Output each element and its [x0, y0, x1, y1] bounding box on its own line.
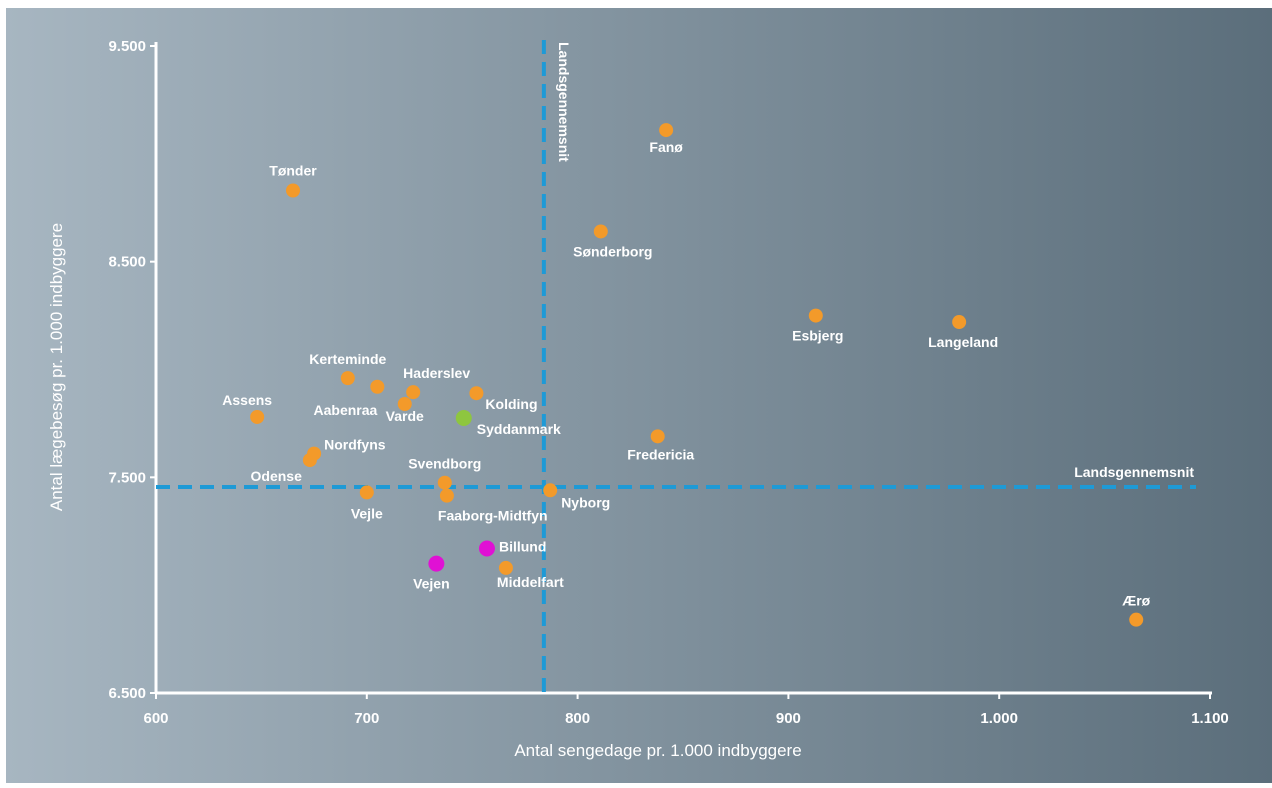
point-odense — [302, 453, 317, 468]
chart-background — [6, 8, 1272, 783]
point-label-fanø: Fanø — [649, 139, 683, 155]
point-label-billund: Billund — [499, 539, 546, 555]
point-label-vejle: Vejle — [351, 505, 383, 521]
x-tick-label: 600 — [143, 710, 168, 727]
y-tick-label: 8.500 — [108, 254, 146, 271]
point-label-esbjerg: Esbjerg — [792, 328, 843, 344]
point-kerteminde — [340, 371, 355, 386]
point-assens — [250, 409, 265, 424]
chart-panel: 600 700 800 900 1.000 1.100 6.500 7.500 8.500 9.5… — [6, 8, 1272, 783]
point-label-nyborg: Nyborg — [561, 494, 610, 510]
point-vejen — [428, 555, 445, 572]
point-label-middelfart: Middelfart — [497, 574, 564, 590]
point-kolding — [469, 386, 484, 401]
point-nyborg — [543, 483, 558, 498]
point-label-fredericia: Fredericia — [627, 446, 694, 462]
point-middelfart — [498, 560, 513, 575]
vertical-average-label: Landsgennemsnit — [556, 42, 572, 162]
axes: 600 700 800 900 1.000 1.100 6.500 7.500 8.500 9.5… — [108, 38, 1228, 727]
x-tick-label: 1.000 — [980, 710, 1018, 727]
point-aabenraa — [370, 379, 385, 394]
scatter-chart: 600 700 800 900 1.000 1.100 6.500 7.500 8.500 9.5… — [6, 8, 1272, 783]
point-label-tønder: Tønder — [269, 162, 317, 178]
point-label-sønderborg: Sønderborg — [573, 243, 652, 259]
point-haderslev — [406, 385, 421, 400]
point-faaborg-midtfyn — [439, 488, 454, 503]
point-labels: Tønder Fanø Sønderborg Esbjerg Langeland Kert… — [222, 139, 1150, 609]
point-label-odense: Odense — [251, 468, 303, 484]
point-label-langeland: Langeland — [928, 334, 998, 350]
x-tick-label: 900 — [776, 710, 801, 727]
point-fredericia — [650, 429, 665, 444]
point-varde — [397, 397, 412, 412]
point-sønderborg — [593, 224, 608, 239]
point-label-faaborg-midtfyn: Faaborg-Midtfyn — [438, 508, 548, 524]
point-tønder — [286, 183, 301, 198]
point-fanø — [659, 123, 674, 138]
y-tick-label: 6.500 — [108, 685, 146, 702]
point-vejle — [359, 485, 374, 500]
point-label-varde: Varde — [386, 408, 424, 424]
point-label-vejen: Vejen — [413, 576, 450, 592]
x-tick-label: 800 — [565, 710, 590, 727]
y-tick-label: 9.500 — [108, 38, 146, 55]
point-langeland — [952, 315, 967, 330]
x-tick-label: 1.100 — [1191, 710, 1229, 727]
reference-lines: Landsgennemsnit Landsgennemsnit — [156, 40, 1196, 693]
x-tick-label: 700 — [354, 710, 379, 727]
point-billund — [478, 540, 495, 557]
point-label-assens: Assens — [222, 392, 272, 408]
horizontal-average-label: Landsgennemsnit — [1074, 464, 1194, 480]
point-label-ærø: Ærø — [1122, 593, 1150, 609]
point-label-kerteminde: Kerteminde — [309, 351, 386, 367]
point-syddanmark — [455, 410, 472, 427]
y-tick-label: 7.500 — [108, 469, 146, 486]
point-svendborg — [437, 475, 452, 490]
point-label-haderslev: Haderslev — [403, 365, 470, 381]
x-axis-title: Antal sengedage pr. 1.000 indbyggere — [514, 741, 801, 760]
data-points — [250, 123, 1144, 627]
point-label-svendborg: Svendborg — [408, 456, 481, 472]
point-esbjerg — [808, 308, 823, 323]
point-ærø — [1129, 612, 1144, 627]
y-axis-title: Antal lægebesøg pr. 1.000 indbyggere — [47, 223, 66, 511]
point-label-nordfyns: Nordfyns — [324, 437, 386, 453]
point-label-syddanmark: Syddanmark — [477, 421, 561, 437]
point-label-aabenraa: Aabenraa — [314, 402, 378, 418]
point-label-kolding: Kolding — [485, 396, 537, 412]
